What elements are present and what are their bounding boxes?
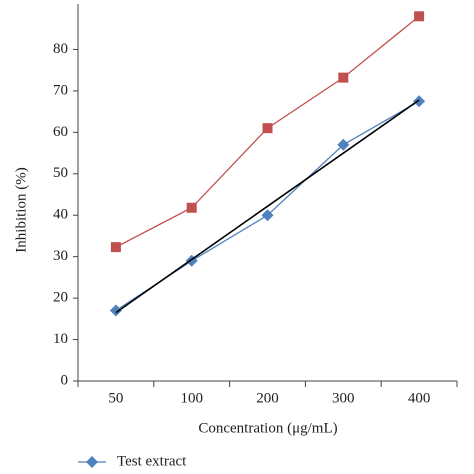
x-tick-label: 400	[408, 390, 431, 406]
y-tick-label: 60	[53, 124, 68, 140]
data-point	[413, 95, 426, 108]
data-point	[261, 209, 274, 222]
y-tick-label: 20	[53, 290, 68, 306]
y-axis-label: Inhibition (%)	[13, 167, 29, 252]
data-point	[109, 304, 122, 317]
data-point	[262, 123, 273, 134]
x-tick-label: 100	[180, 390, 203, 406]
y-tick-label: 80	[53, 41, 68, 57]
x-tick-label: 50	[108, 390, 123, 406]
legend-label: Test extract	[117, 453, 187, 469]
y-tick-label: 70	[53, 82, 68, 98]
data-point	[337, 138, 350, 151]
data-point	[338, 72, 349, 83]
data-point	[110, 242, 121, 253]
y-tick-label: 0	[61, 372, 69, 388]
trendline	[115, 99, 420, 314]
y-tick-label: 30	[53, 248, 68, 264]
x-axis-label: Concentration (μg/mL)	[198, 420, 337, 436]
data-point	[414, 11, 425, 22]
x-tick-label: 200	[256, 390, 279, 406]
x-tick-label: 300	[332, 390, 355, 406]
y-tick-label: 10	[53, 331, 68, 347]
legend-marker	[86, 456, 98, 468]
data-point	[186, 202, 197, 213]
y-tick-label: 50	[53, 165, 68, 181]
data-point	[185, 254, 198, 267]
y-tick-label: 40	[53, 207, 68, 223]
